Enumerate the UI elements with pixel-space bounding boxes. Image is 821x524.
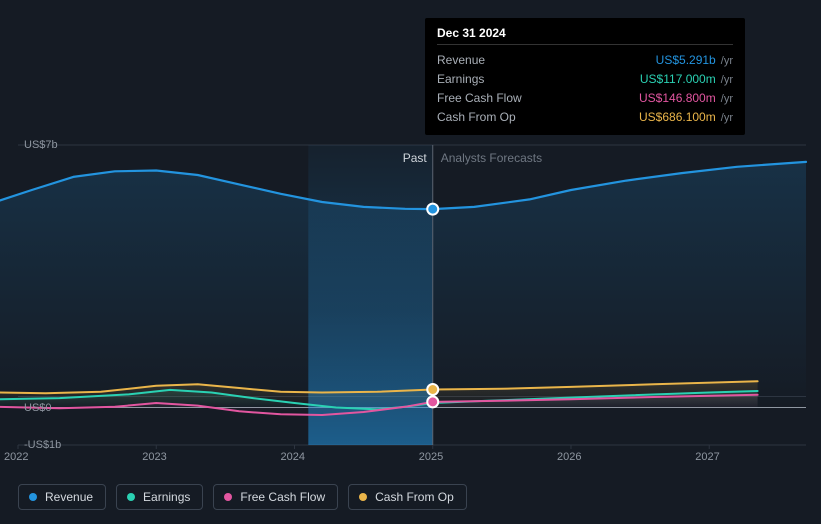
y-tick-label: US$0 (24, 402, 52, 414)
x-tick-label: 2025 (419, 451, 443, 463)
x-tick-label: 2027 (695, 451, 719, 463)
past-region-label: Past (403, 151, 427, 165)
legend-dot-icon (29, 493, 37, 501)
legend-dot-icon (127, 493, 135, 501)
tooltip-row: Cash From Op US$686.100m /yr (437, 108, 733, 127)
legend-label: Free Cash Flow (240, 490, 325, 504)
x-tick-label: 2022 (4, 451, 28, 463)
legend-dot-icon (224, 493, 232, 501)
legend-label: Earnings (143, 490, 190, 504)
tooltip-row: Free Cash Flow US$146.800m /yr (437, 89, 733, 108)
series-marker-fcf (427, 396, 438, 407)
tooltip-title: Dec 31 2024 (437, 26, 733, 40)
forecast-region-label: Analysts Forecasts (441, 151, 542, 165)
tooltip-row-label: Earnings (437, 70, 484, 88)
x-tick-label: 2024 (280, 451, 304, 463)
x-tick-label: 2023 (142, 451, 166, 463)
legend-label: Revenue (45, 490, 93, 504)
chart-tooltip: Dec 31 2024 RevenueUS$5.291b /yrEarnings… (425, 18, 745, 135)
chart-legend: Revenue Earnings Free Cash Flow Cash From O… (18, 484, 467, 510)
tooltip-row-value: US$117.000m /yr (640, 70, 733, 89)
tooltip-row: Earnings US$117.000m /yr (437, 70, 733, 89)
y-tick-label: US$7b (24, 139, 58, 151)
legend-dot-icon (359, 493, 367, 501)
tooltip-row: Revenue US$5.291b /yr (437, 51, 733, 70)
y-tick-label: -US$1b (24, 439, 61, 451)
legend-item-revenue[interactable]: Revenue (18, 484, 106, 510)
tooltip-row-label: Cash From Op (437, 108, 516, 126)
legend-label: Cash From Op (375, 490, 454, 504)
tooltip-row-label: Free Cash Flow (437, 89, 522, 107)
tooltip-row-value: US$146.800m /yr (639, 89, 733, 108)
legend-item-fcf[interactable]: Free Cash Flow (213, 484, 338, 510)
legend-item-earnings[interactable]: Earnings (116, 484, 203, 510)
series-marker-revenue (427, 204, 438, 215)
legend-item-cfo[interactable]: Cash From Op (348, 484, 467, 510)
tooltip-row-label: Revenue (437, 51, 485, 69)
financials-chart: US$7b US$0 -US$1b 2022 2023 2024 2025 20… (0, 0, 821, 524)
x-tick-label: 2026 (557, 451, 581, 463)
tooltip-row-value: US$5.291b /yr (656, 51, 733, 70)
series-marker-cfo (427, 384, 438, 395)
tooltip-row-value: US$686.100m /yr (639, 108, 733, 127)
